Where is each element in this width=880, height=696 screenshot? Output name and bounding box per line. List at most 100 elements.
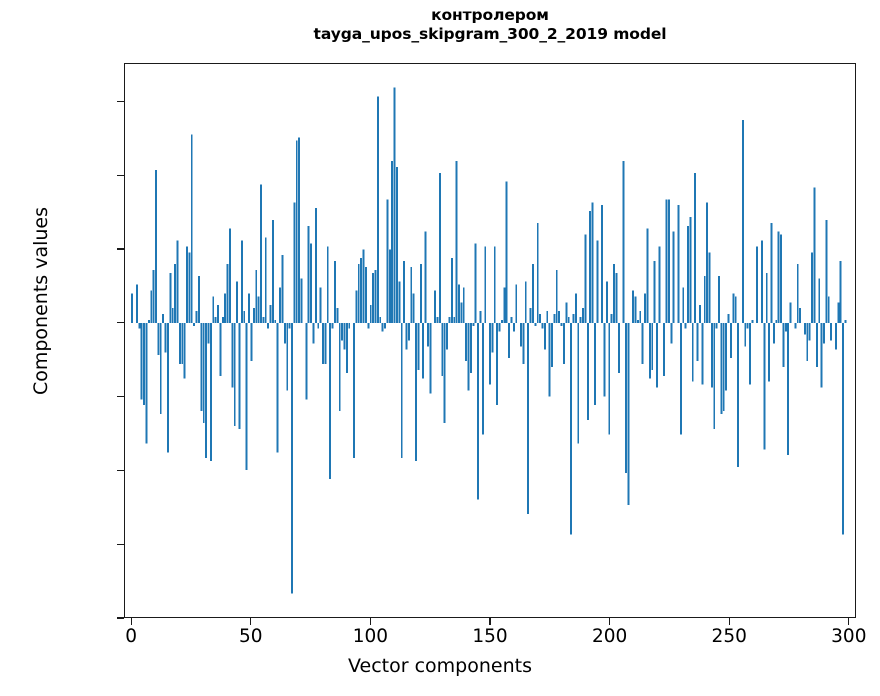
- bar: [727, 314, 730, 323]
- bar: [815, 322, 818, 367]
- bar: [374, 269, 377, 323]
- bar: [648, 322, 651, 379]
- bar: [147, 319, 150, 323]
- bar: [830, 322, 833, 341]
- bar: [369, 305, 372, 323]
- bar: [698, 305, 701, 323]
- bar: [164, 322, 167, 353]
- bar: [811, 252, 814, 323]
- x-tick-label: 200: [591, 626, 628, 647]
- bar: [749, 322, 751, 385]
- x-axis-label: Vector components: [348, 655, 532, 677]
- bar: [510, 316, 513, 323]
- bar: [405, 322, 408, 350]
- bar: [236, 281, 239, 323]
- bar: [481, 322, 484, 435]
- bar: [484, 246, 487, 323]
- bar: [143, 322, 146, 406]
- bar: [338, 322, 341, 412]
- bar: [520, 322, 522, 347]
- bar: [307, 225, 310, 323]
- bar: [269, 305, 272, 323]
- bar: [415, 322, 418, 462]
- bar: [465, 322, 468, 362]
- bar: [531, 264, 534, 323]
- bar: [429, 322, 432, 394]
- bar: [665, 199, 668, 323]
- bar: [574, 293, 577, 323]
- bar: [410, 266, 413, 323]
- bar: [362, 249, 365, 323]
- bar: [634, 296, 637, 323]
- bar: [174, 264, 177, 323]
- bar: [605, 281, 608, 323]
- bar: [627, 322, 630, 506]
- bar: [710, 322, 713, 388]
- bar: [396, 166, 398, 323]
- y-tick-mark: [117, 617, 124, 619]
- bar: [844, 319, 847, 323]
- bar: [782, 322, 785, 367]
- bar: [231, 322, 234, 388]
- bar: [336, 308, 339, 323]
- bar: [527, 322, 530, 515]
- bar: [138, 322, 141, 329]
- x-tick-mark: [250, 618, 252, 625]
- bar: [505, 181, 508, 323]
- bar: [682, 287, 685, 323]
- x-tick-label: 0: [125, 626, 138, 647]
- bar: [326, 246, 329, 323]
- bar: [388, 249, 391, 323]
- bar: [233, 322, 236, 426]
- bar: [419, 264, 422, 323]
- bar: [677, 205, 680, 323]
- bar: [784, 322, 787, 332]
- bar: [646, 228, 649, 323]
- bar: [298, 137, 301, 323]
- bar: [691, 322, 694, 382]
- bar: [455, 161, 458, 323]
- bar: [412, 293, 415, 323]
- bar: [205, 322, 208, 459]
- bar: [135, 284, 138, 323]
- bar: [696, 322, 699, 362]
- bar: [226, 264, 229, 323]
- bar: [543, 322, 546, 350]
- bar: [794, 322, 797, 329]
- bar: [255, 269, 258, 323]
- bar: [438, 172, 441, 323]
- bar: [348, 322, 351, 329]
- bar: [772, 322, 775, 344]
- bar: [169, 272, 172, 323]
- bar: [689, 216, 692, 323]
- bar: [372, 272, 375, 323]
- bar: [472, 322, 475, 326]
- bar: [379, 316, 382, 323]
- x-tick-label: 50: [239, 626, 263, 647]
- bar: [427, 322, 429, 347]
- bar: [818, 278, 821, 323]
- bar: [293, 202, 296, 323]
- bar: [345, 322, 348, 373]
- bar: [546, 311, 549, 323]
- bar: [491, 322, 494, 353]
- bar: [512, 322, 515, 332]
- bar: [200, 322, 203, 412]
- bar: [715, 322, 718, 329]
- bar: [403, 261, 406, 323]
- bar: [560, 322, 563, 326]
- bar: [458, 284, 460, 323]
- bar: [577, 322, 580, 444]
- bar: [310, 243, 313, 323]
- bar: [596, 240, 599, 323]
- bar: [288, 322, 291, 329]
- bar: [608, 322, 611, 435]
- bar: [140, 322, 143, 400]
- bar: [751, 319, 754, 323]
- plot-area: [124, 63, 856, 618]
- bar: [706, 202, 709, 323]
- bar: [240, 240, 243, 323]
- y-tick-mark: [117, 322, 124, 324]
- bar: [477, 322, 480, 500]
